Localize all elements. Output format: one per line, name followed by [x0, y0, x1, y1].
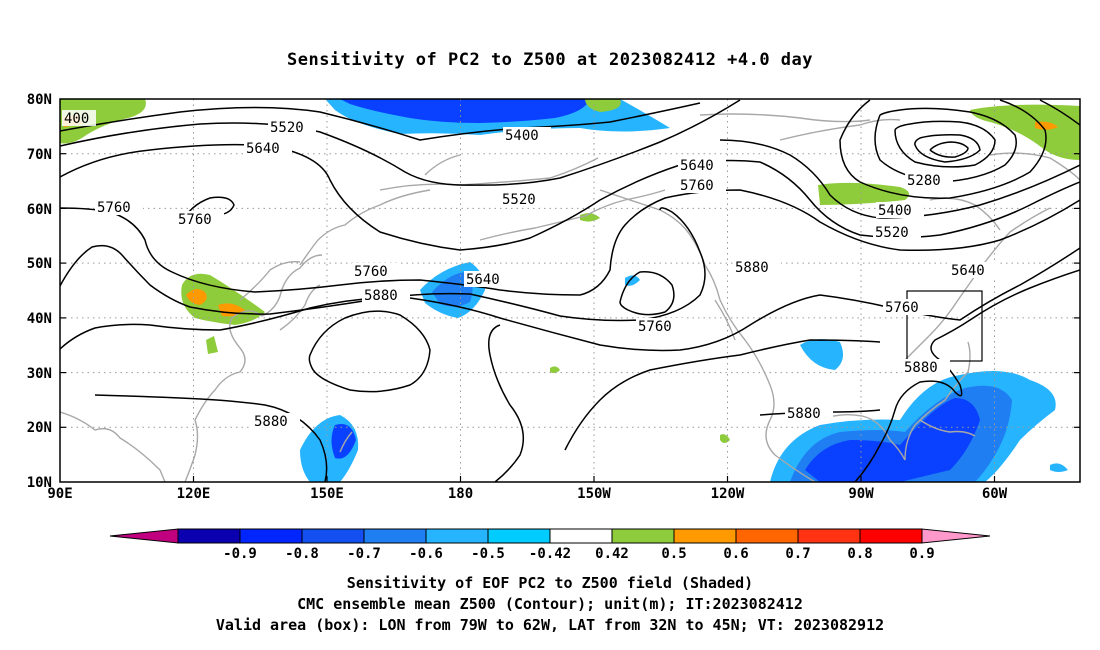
contour-label: 5760: [680, 178, 714, 194]
contour-label: 5400: [878, 203, 912, 219]
contour-label: 5880: [254, 414, 288, 430]
caption-line-2: CMC ensemble mean Z500 (Contour); unit(m…: [297, 595, 803, 613]
colorbar-swatch: [549, 528, 613, 544]
colorbar-tick-label: 0.8: [847, 546, 872, 562]
contour-label: 5760: [178, 212, 212, 228]
contour-label: 5760: [638, 319, 672, 335]
shade-orange-greenland: [1035, 121, 1058, 130]
colorbar-swatch: [487, 528, 551, 544]
lat-label: 80N: [27, 92, 52, 108]
colorbar-over-arrow: [921, 528, 991, 544]
shade-negative-arctic-core: [340, 99, 590, 123]
shade-negative-caribbean-fleck: [1050, 463, 1068, 472]
shade-positive-china: [206, 336, 218, 354]
colorbar-swatch: [363, 528, 427, 544]
lat-label: 10N: [27, 475, 52, 491]
contour-label: 5760: [354, 264, 388, 280]
lat-label: 30N: [27, 366, 52, 382]
colorbar-tick-label: -0.5: [471, 546, 505, 562]
colorbar-swatch: [673, 528, 737, 544]
contour-label: 5520: [502, 192, 536, 208]
contour-label: 5520: [270, 120, 304, 136]
lon-label: 60W: [982, 486, 1008, 502]
contour-label: 5640: [680, 158, 714, 174]
colorbar-tick-label: -0.8: [285, 546, 319, 562]
colorbar-swatch: [177, 528, 241, 544]
lat-label: 60N: [27, 202, 52, 218]
shade-negative-west-pacific-core: [331, 424, 356, 459]
axis-ticks: [60, 153, 1080, 482]
lon-label: 150W: [577, 486, 611, 502]
contour-label: 5280: [907, 173, 941, 189]
colorbar-swatch: [611, 528, 675, 544]
lat-label: 50N: [27, 256, 52, 272]
shade-negative-texas: [800, 339, 844, 370]
lon-label: 90E: [47, 486, 72, 502]
contour-label: 5880: [364, 288, 398, 304]
colorbar-swatch: [735, 528, 799, 544]
plot-frame: [59, 98, 1081, 483]
contour-label: 5760: [97, 200, 131, 216]
caption-line-1: Sensitivity of EOF PC2 to Z500 field (Sh…: [346, 574, 754, 592]
colorbar-labels: -0.9 -0.8 -0.7 -0.6 -0.5 -0.42 0.42 0.5 0.6 0.7 0.…: [223, 546, 935, 562]
caption-line-3: Valid area (box): LON from 79W to 62W, L…: [215, 616, 885, 634]
contour-label: 5640: [951, 263, 985, 279]
colorbar-swatch: [797, 528, 861, 544]
lon-label: 90W: [848, 486, 874, 502]
shade-orange-east-asia-1: [186, 289, 207, 305]
shade-negative-pacific-core: [432, 272, 473, 307]
contour-label: 5640: [466, 272, 500, 288]
colorbar-tick-label: 0.9: [909, 546, 934, 562]
lat-label: 20N: [27, 420, 52, 436]
colorbar-under-arrow: [109, 528, 179, 544]
colorbar-tick-label: -0.42: [529, 546, 571, 562]
colorbar-tick-label: 0.42: [595, 546, 629, 562]
latitude-labels: 80N 70N 60N 50N 40N 30N 20N 10N: [27, 92, 52, 491]
shade-negative-east-pacific: [625, 275, 640, 286]
colorbar-tick-label: 0.6: [723, 546, 748, 562]
contour-label: 5880: [904, 360, 938, 376]
colorbar-tick-label: -0.7: [347, 546, 381, 562]
colorbar-tick-label: 0.7: [785, 546, 810, 562]
colorbar-swatch: [239, 528, 303, 544]
contour-label: 5640: [246, 141, 280, 157]
colorbar-tick-label: -0.6: [409, 546, 443, 562]
colorbar: [109, 528, 991, 544]
shade-positive-arctic: [585, 99, 621, 112]
contour-label-400: 400: [64, 111, 89, 127]
shade-positive-canada: [818, 182, 909, 205]
colorbar-swatch: [859, 528, 923, 544]
contour-label: 5760: [885, 300, 919, 316]
colorbar-swatch: [301, 528, 365, 544]
map-title: Sensitivity of PC2 to Z500 at 2023082412…: [286, 50, 813, 70]
colorbar-swatch: [425, 528, 489, 544]
contour-label: 5520: [875, 225, 909, 241]
lon-label: 180: [448, 486, 473, 502]
longitude-labels: 90E 120E 150E 180 150W 120W 90W 60W: [47, 486, 1007, 502]
shade-positive-greenland: [970, 104, 1080, 160]
lat-label: 40N: [27, 311, 52, 327]
contour-label: 5880: [787, 406, 821, 422]
colorbar-tick-label: -0.9: [223, 546, 257, 562]
contour-labels: 400 5520 5640 5400 5520 5640 5760 5760 5…: [62, 110, 997, 430]
colorbar-tick-label: 0.5: [661, 546, 686, 562]
lon-label: 120W: [711, 486, 745, 502]
shade-negative-gulf-deep: [805, 398, 980, 482]
captions: Sensitivity of EOF PC2 to Z500 field (Sh…: [0, 573, 1100, 636]
lon-label: 120E: [177, 486, 211, 502]
graticule: [60, 99, 1080, 482]
lat-label: 70N: [27, 147, 52, 163]
lon-label: 150E: [310, 486, 344, 502]
contour-label: 5880: [735, 260, 769, 276]
contour-label: 5400: [505, 128, 539, 144]
shade-positive-pacific-small: [550, 366, 560, 374]
